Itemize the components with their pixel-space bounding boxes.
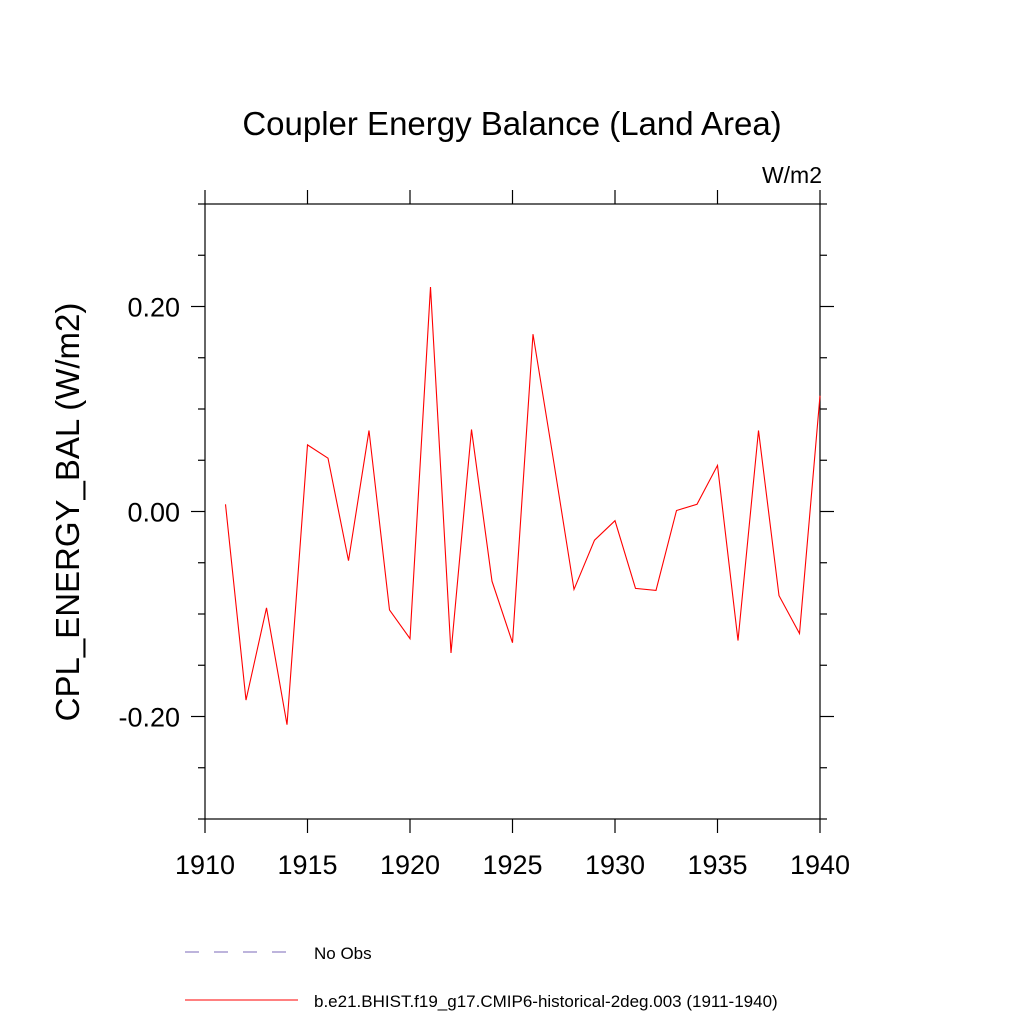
- legend-label: No Obs: [314, 944, 372, 963]
- x-tick-label: 1920: [380, 850, 440, 880]
- x-tick-label: 1925: [482, 850, 542, 880]
- y-tick-label: 0.20: [127, 293, 180, 323]
- units-label: W/m2: [761, 162, 822, 188]
- x-tick-label: 1935: [687, 850, 747, 880]
- plot-frame: [204, 203, 821, 820]
- x-tick-label: 1930: [585, 850, 645, 880]
- series-line: [224, 286, 821, 725]
- y-tick-label: -0.20: [118, 703, 180, 733]
- legend-label: b.e21.BHIST.f19_g17.CMIP6-historical-2de…: [314, 992, 778, 1011]
- x-tick-label: 1910: [175, 850, 235, 880]
- x-tick-label: 1915: [277, 850, 337, 880]
- chart-title: Coupler Energy Balance (Land Area): [242, 105, 782, 142]
- x-tick-label: 1940: [790, 850, 850, 880]
- y-tick-label: 0.00: [127, 498, 180, 528]
